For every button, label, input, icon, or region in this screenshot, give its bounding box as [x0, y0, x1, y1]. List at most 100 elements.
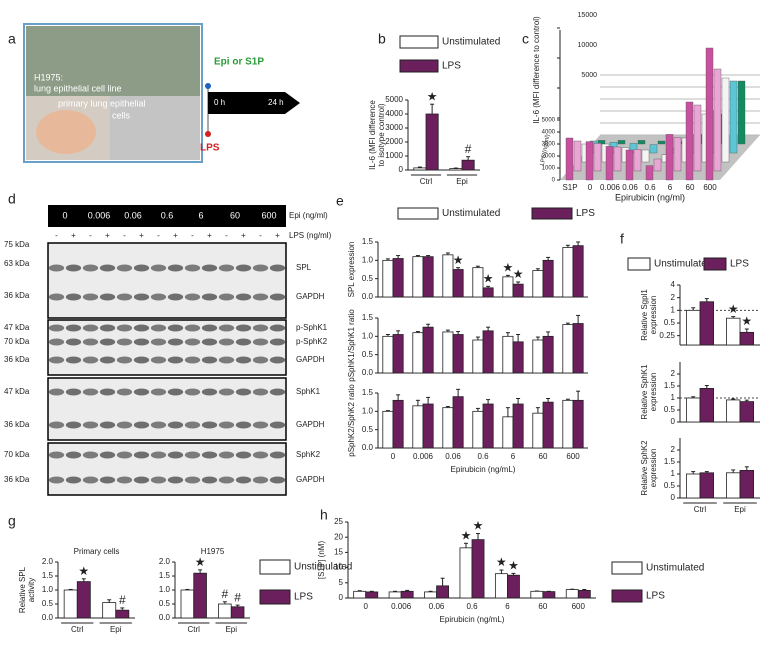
- legend-label: Unstimulated: [294, 562, 352, 573]
- bar: [425, 113, 439, 171]
- treatment-dot: [205, 83, 211, 89]
- band: [116, 356, 133, 364]
- significance-mark: ★: [78, 564, 89, 578]
- y-tick-label: 0.5: [362, 350, 374, 359]
- x-tick-label: Ctrl: [188, 625, 201, 634]
- bar: [452, 396, 464, 449]
- x-tick-label: 0.006: [413, 452, 434, 461]
- y-tick-label: 15000: [578, 12, 598, 19]
- band: [201, 451, 218, 459]
- dose-label: 0: [62, 210, 67, 220]
- y-tick-label: 10: [334, 563, 343, 572]
- bar: [472, 339, 484, 374]
- lps-sign: -: [225, 231, 228, 240]
- band: [150, 338, 167, 346]
- y-tick-label: 0.0: [362, 443, 374, 452]
- band: [48, 324, 65, 332]
- x-tick-label: 60: [539, 452, 548, 461]
- legend-label: Unstimulated: [442, 208, 500, 219]
- bar: [382, 335, 394, 374]
- lps-sign: +: [105, 231, 110, 240]
- band-label: SphK1: [296, 387, 321, 396]
- band: [150, 324, 167, 332]
- lps-sign: +: [139, 231, 144, 240]
- bar: [412, 256, 424, 298]
- bar: [713, 68, 722, 172]
- band: [252, 451, 269, 459]
- band: [82, 293, 99, 301]
- bar: [565, 589, 579, 599]
- band: [235, 324, 252, 332]
- band: [116, 476, 133, 484]
- band: [65, 264, 82, 272]
- end-label: 24 h: [268, 98, 284, 107]
- photo-primary: [110, 96, 200, 160]
- band: [269, 338, 286, 346]
- band-label: SPL: [296, 263, 312, 272]
- y-tick-label: 5000: [542, 118, 556, 124]
- bar: [739, 469, 755, 499]
- y-tick-label: 0: [671, 493, 676, 502]
- band: [252, 264, 269, 272]
- bar: [461, 159, 475, 171]
- significance-mark: ★: [461, 528, 472, 542]
- band: [133, 451, 150, 459]
- y-tick-label: 1: [671, 393, 676, 402]
- y-tick-label: 5: [339, 578, 344, 587]
- band: [82, 356, 99, 364]
- cell-line-desc: lung epithelial cell line: [34, 83, 122, 93]
- y-tick-label: 0.5: [664, 318, 676, 327]
- x-axis-label: Epirubicin (ng/mL): [451, 465, 516, 474]
- legend-swatch: [627, 257, 651, 271]
- x-tick-label: 0.06: [622, 183, 638, 192]
- significance-mark: ★: [195, 555, 206, 569]
- band: [218, 476, 235, 484]
- band: [150, 476, 167, 484]
- band: [65, 356, 82, 364]
- bar: [512, 341, 524, 374]
- band: [252, 421, 269, 429]
- significance-mark: ★: [427, 89, 438, 103]
- bar: [365, 591, 379, 599]
- y-axis-label: pSphK1/SphK1 ratio: [347, 309, 356, 382]
- band: [184, 476, 201, 484]
- legend-swatch: [399, 35, 439, 49]
- y-tick-label: 0: [552, 178, 556, 184]
- bar: [449, 168, 463, 171]
- lps-axis-label: LPS (ng/ml): [289, 231, 332, 240]
- y-tick-label: 1.5: [42, 571, 54, 580]
- significance-mark: ★: [513, 267, 524, 281]
- y-axis-label: activity: [27, 578, 36, 602]
- band: [201, 421, 218, 429]
- band: [116, 264, 133, 272]
- panel-letter: f: [620, 231, 624, 247]
- y-axis-label: Relative SPL: [18, 566, 27, 613]
- y-axis-label: expression: [649, 373, 658, 412]
- legend-swatch: [259, 589, 291, 605]
- y-tick-label: 0.5: [664, 405, 676, 414]
- bar: [593, 143, 602, 172]
- bar: [482, 403, 494, 449]
- band: [184, 264, 201, 272]
- band: [99, 338, 116, 346]
- y-tick-label: 1.0: [159, 585, 171, 594]
- bar: [512, 283, 524, 298]
- significance-mark: ★: [483, 272, 494, 286]
- y-tick-label: 0.0: [362, 368, 374, 377]
- band: [116, 421, 133, 429]
- dose-label: 60: [230, 210, 240, 220]
- bar: [392, 399, 404, 449]
- legend-label: LPS: [294, 592, 313, 603]
- bar: [400, 590, 414, 599]
- bar: [530, 590, 544, 599]
- kda-marker: 36 kDa: [4, 475, 30, 484]
- bar: [180, 589, 195, 619]
- panel-letter: h: [320, 507, 328, 523]
- band: [167, 421, 184, 429]
- blot-box: [47, 242, 287, 319]
- bar: [413, 167, 427, 171]
- band-label: GAPDH: [296, 292, 325, 301]
- bar: [565, 137, 574, 181]
- y-tick-label: 1.0: [362, 331, 374, 340]
- legend-label: LPS: [576, 208, 595, 219]
